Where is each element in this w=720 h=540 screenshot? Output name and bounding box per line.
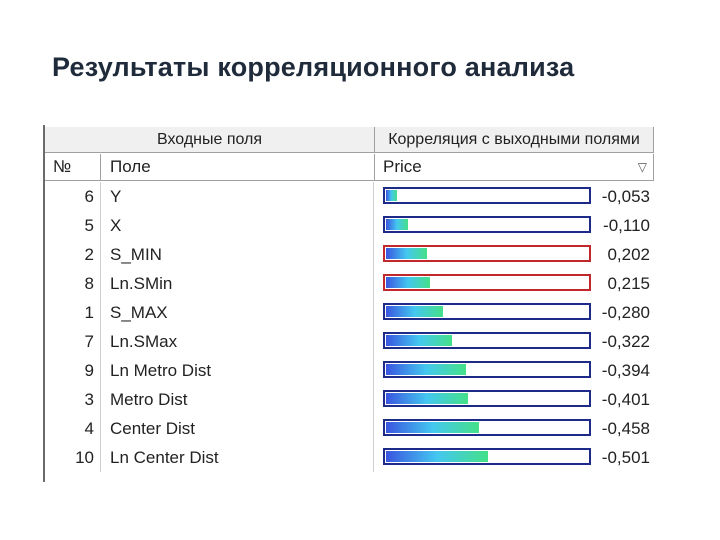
correlation-bar-fill — [386, 422, 480, 433]
correlation-bar — [383, 303, 591, 320]
correlation-cell: -0,110 — [375, 211, 654, 240]
sort-desc-icon[interactable]: ▽ — [637, 160, 647, 174]
table-row[interactable]: 9 Ln Metro Dist -0,394 — [45, 356, 654, 385]
correlation-cell: -0,394 — [375, 356, 654, 385]
row-number: 2 — [45, 240, 101, 269]
correlation-cell: -0,322 — [375, 327, 654, 356]
correlation-cell: -0,053 — [375, 182, 654, 211]
field-name: Ln Metro Dist — [101, 356, 374, 385]
row-number: 3 — [45, 385, 101, 414]
field-name: X — [101, 211, 374, 240]
correlation-bar-fill — [386, 306, 444, 317]
row-number: 4 — [45, 414, 101, 443]
correlation-cell: 0,215 — [375, 269, 654, 298]
correlation-bar-fill — [386, 190, 397, 201]
correlation-cell: -0,458 — [375, 414, 654, 443]
column-header-price[interactable]: Price ▽ — [375, 154, 654, 181]
correlation-bar — [383, 332, 591, 349]
table-row[interactable]: 4 Center Dist -0,458 — [45, 414, 654, 443]
correlation-bar-fill — [386, 393, 468, 404]
group-header-inputs[interactable]: Входные поля — [45, 127, 375, 153]
correlation-bar-fill — [386, 248, 428, 259]
correlation-cell: 0,202 — [375, 240, 654, 269]
correlation-value: -0,501 — [601, 448, 650, 467]
correlation-value: -0,401 — [601, 390, 650, 409]
correlation-bar-fill — [386, 451, 489, 462]
correlation-value: -0,322 — [601, 332, 650, 351]
field-name: Y — [101, 182, 374, 211]
row-number: 10 — [45, 443, 101, 472]
correlation-bar — [383, 274, 591, 291]
field-name: S_MIN — [101, 240, 374, 269]
correlation-bar — [383, 216, 591, 233]
correlation-grid: Входные поля Корреляция с выходными поля… — [43, 125, 656, 482]
table-row[interactable]: 5 X -0,110 — [45, 211, 654, 240]
correlation-bar — [383, 361, 591, 378]
correlation-value: 0,215 — [607, 274, 650, 293]
field-name: Ln.SMax — [101, 327, 374, 356]
correlation-bar — [383, 419, 591, 436]
correlation-value: -0,110 — [603, 216, 650, 235]
table-row[interactable]: 8 Ln.SMin 0,215 — [45, 269, 654, 298]
correlation-bar — [383, 448, 591, 465]
row-number: 6 — [45, 182, 101, 211]
page-title: Результаты корреляционного анализа — [52, 52, 575, 82]
correlation-cell: -0,401 — [375, 385, 654, 414]
correlation-cell: -0,501 — [375, 443, 654, 472]
field-name: S_MAX — [101, 298, 374, 327]
table-row[interactable]: 6 Y -0,053 — [45, 182, 654, 211]
correlation-bar — [383, 245, 591, 262]
correlation-value: 0,202 — [607, 245, 650, 264]
correlation-bar — [383, 390, 591, 407]
field-name: Ln.SMin — [101, 269, 374, 298]
correlation-cell: -0,280 — [375, 298, 654, 327]
field-name: Center Dist — [101, 414, 374, 443]
row-number: 9 — [45, 356, 101, 385]
correlation-value: -0,280 — [601, 303, 650, 322]
row-number: 7 — [45, 327, 101, 356]
correlation-bar-fill — [386, 277, 430, 288]
correlation-bar — [383, 187, 591, 204]
field-name: Metro Dist — [101, 385, 374, 414]
correlation-bar-fill — [386, 219, 409, 230]
table-row[interactable]: 7 Ln.SMax -0,322 — [45, 327, 654, 356]
row-number: 8 — [45, 269, 101, 298]
column-header-field[interactable]: Поле — [101, 154, 375, 181]
field-name: Ln Center Dist — [101, 443, 374, 472]
column-header-price-label: Price — [383, 157, 422, 176]
row-number: 5 — [45, 211, 101, 240]
table-row[interactable]: 10 Ln Center Dist -0,501 — [45, 443, 654, 472]
column-header-num[interactable]: № — [45, 154, 101, 181]
table-row[interactable]: 1 S_MAX -0,280 — [45, 298, 654, 327]
table-row[interactable]: 3 Metro Dist -0,401 — [45, 385, 654, 414]
correlation-bar-fill — [386, 335, 452, 346]
row-number: 1 — [45, 298, 101, 327]
group-header-correlation[interactable]: Корреляция с выходными полями — [375, 127, 654, 153]
correlation-bar-fill — [386, 364, 467, 375]
correlation-value: -0,394 — [601, 361, 650, 380]
correlation-value: -0,458 — [601, 419, 650, 438]
correlation-value: -0,053 — [601, 187, 650, 206]
table-row[interactable]: 2 S_MIN 0,202 — [45, 240, 654, 269]
